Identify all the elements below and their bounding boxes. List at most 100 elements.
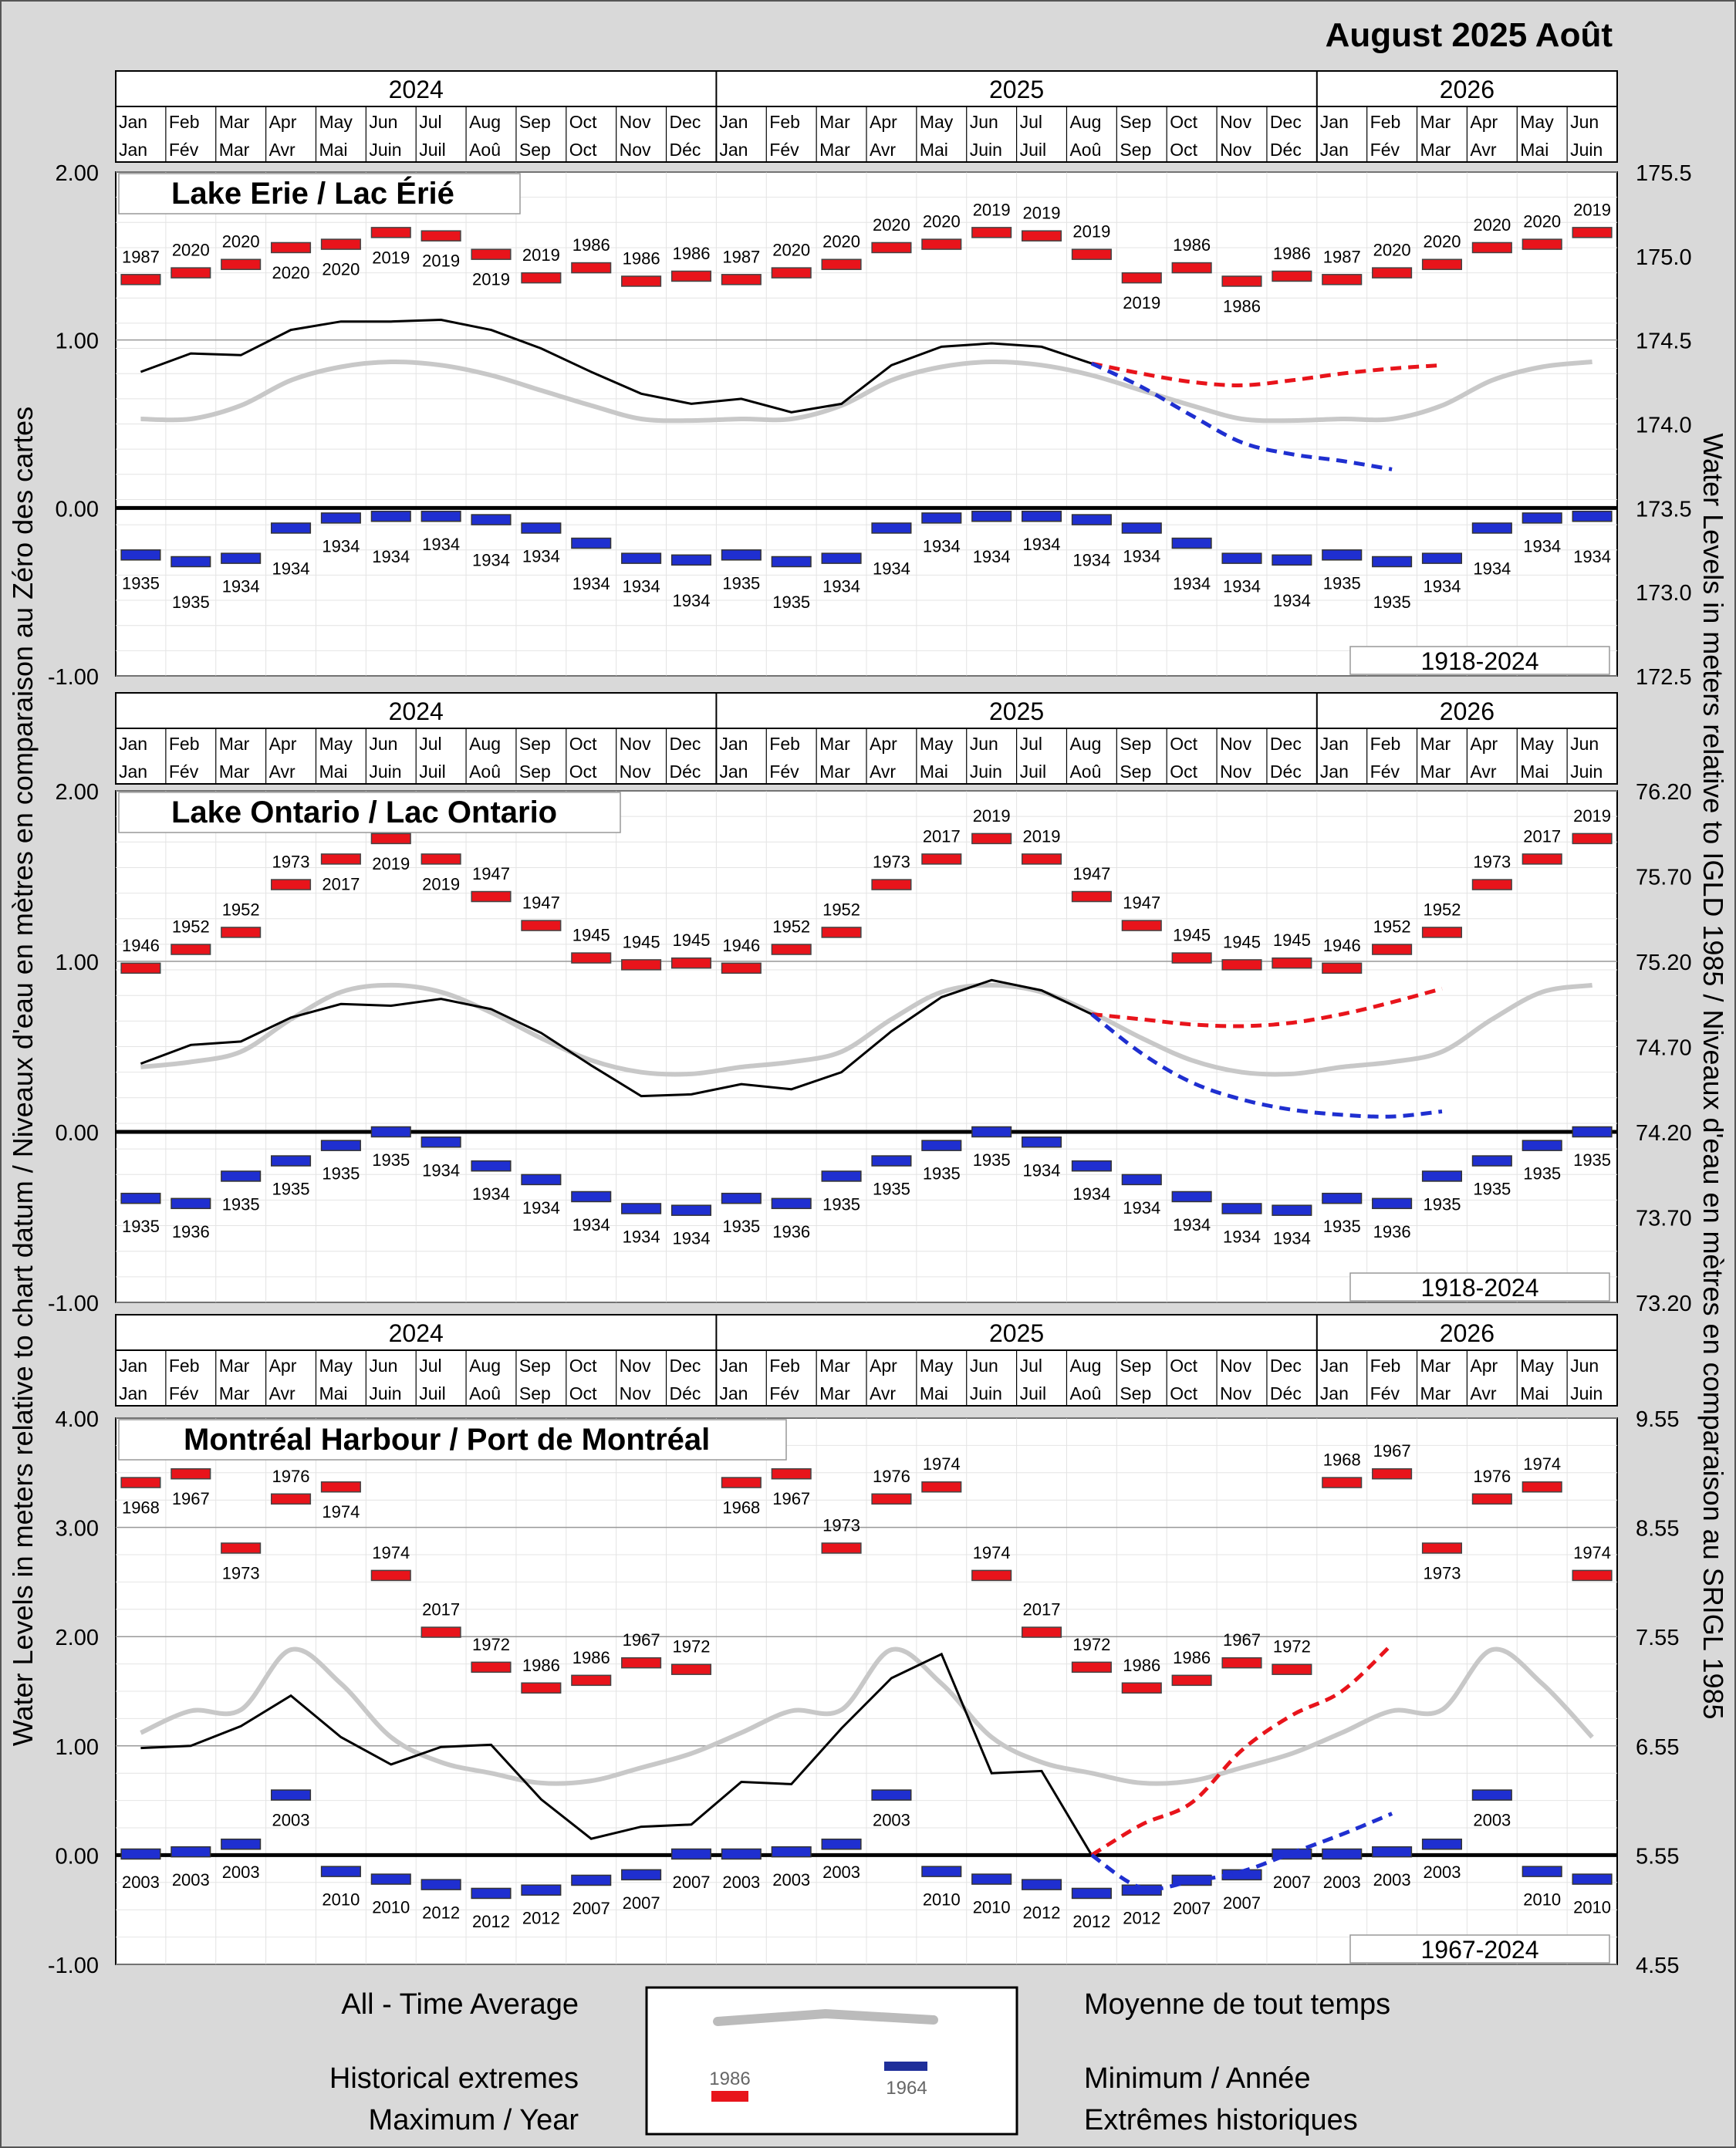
max-marker bbox=[221, 927, 262, 938]
forecast-high-line bbox=[1091, 361, 1443, 387]
legend-sample-max-year: 1986 bbox=[709, 2069, 750, 2089]
month-label-en: Mar bbox=[819, 1356, 850, 1376]
min-marker bbox=[521, 522, 562, 534]
max-marker bbox=[471, 248, 512, 260]
min-marker bbox=[721, 549, 762, 561]
max-year-label: 1945 bbox=[623, 932, 660, 951]
legend-sample-min-year: 1964 bbox=[886, 2078, 927, 2099]
min-marker bbox=[571, 1874, 612, 1886]
max-marker bbox=[1471, 879, 1512, 890]
month-label-en: Oct bbox=[1170, 734, 1197, 754]
month-label-fr: Fév bbox=[169, 1383, 199, 1403]
max-marker bbox=[1121, 272, 1162, 284]
min-marker bbox=[1372, 556, 1413, 568]
month-label-en: Dec bbox=[1270, 734, 1302, 754]
min-year-label: 2003 bbox=[272, 1811, 310, 1830]
min-marker bbox=[521, 1884, 562, 1896]
month-label-fr: Juin bbox=[970, 140, 1002, 160]
year-label: 2026 bbox=[1440, 697, 1495, 725]
panel-title: Lake Ontario / Lac Ontario bbox=[171, 795, 557, 829]
max-marker bbox=[370, 1569, 411, 1582]
month-label-en: Mar bbox=[219, 112, 250, 132]
max-year-label: 1987 bbox=[722, 247, 760, 266]
max-marker bbox=[1221, 275, 1262, 287]
max-marker bbox=[621, 959, 662, 971]
max-marker bbox=[420, 853, 461, 865]
month-label-en: Jul bbox=[419, 1356, 441, 1376]
month-label-fr: Mar bbox=[1420, 1383, 1451, 1403]
month-label-en: Aug bbox=[1069, 734, 1101, 754]
min-marker bbox=[1071, 514, 1112, 525]
min-marker bbox=[1322, 1192, 1363, 1204]
month-label-fr: Aoû bbox=[469, 140, 501, 160]
min-year-label: 1934 bbox=[1023, 1160, 1061, 1180]
month-label-en: Aug bbox=[1069, 1356, 1101, 1376]
min-year-label: 1935 bbox=[1323, 1217, 1361, 1236]
month-label-en: Jun bbox=[970, 1356, 998, 1376]
month-label-fr: Sep bbox=[1120, 140, 1151, 160]
min-year-label: 1935 bbox=[1523, 1164, 1561, 1184]
max-year-label: 2020 bbox=[1473, 215, 1511, 235]
max-marker bbox=[320, 238, 361, 250]
min-year-label: 1934 bbox=[272, 559, 310, 578]
max-year-label: 1974 bbox=[923, 1454, 961, 1474]
y-tick-right: 173.0 bbox=[1636, 581, 1692, 606]
min-year-label: 1934 bbox=[422, 1160, 460, 1180]
max-year-label: 1986 bbox=[1173, 1648, 1211, 1667]
max-marker bbox=[971, 227, 1012, 238]
max-year-label: 2017 bbox=[422, 1600, 460, 1619]
y-tick-right: 174.0 bbox=[1636, 414, 1692, 438]
month-label-fr: Oct bbox=[1170, 1383, 1197, 1403]
month-label-en: Apr bbox=[870, 1356, 897, 1376]
max-marker bbox=[1471, 241, 1512, 254]
month-label-en: Jul bbox=[419, 112, 441, 132]
y-tick-right: 73.20 bbox=[1636, 1292, 1692, 1316]
max-year-label: 2017 bbox=[1523, 826, 1561, 846]
month-label-en: Aug bbox=[469, 734, 501, 754]
min-marker bbox=[221, 1838, 262, 1850]
month-label-fr: Juin bbox=[1570, 762, 1603, 782]
month-label-fr: Jan bbox=[1320, 762, 1349, 782]
max-year-label: 2020 bbox=[822, 232, 860, 252]
legend-average-en: All - Time Average bbox=[341, 1988, 579, 2021]
month-label-en: Jul bbox=[1020, 734, 1042, 754]
max-year-label: 1972 bbox=[1273, 1637, 1311, 1657]
max-year-label: 1946 bbox=[1323, 936, 1361, 955]
max-year-label: 1974 bbox=[973, 1543, 1011, 1562]
y-tick-right: 6.55 bbox=[1636, 1735, 1679, 1760]
max-marker bbox=[1322, 274, 1363, 285]
min-year-label: 1935 bbox=[923, 1164, 961, 1184]
min-year-label: 1935 bbox=[722, 1217, 760, 1236]
month-label-fr: Fév bbox=[1370, 1383, 1400, 1403]
month-label-en: May bbox=[1520, 1356, 1554, 1376]
y-tick-left: 1.00 bbox=[56, 1735, 99, 1760]
min-marker bbox=[1572, 1873, 1613, 1885]
min-year-label: 2003 bbox=[873, 1811, 910, 1830]
min-marker bbox=[621, 552, 662, 564]
month-label-en: Jun bbox=[369, 734, 397, 754]
max-year-label: 1976 bbox=[272, 1467, 310, 1486]
max-year-label: 1987 bbox=[122, 247, 160, 266]
max-marker bbox=[1421, 927, 1463, 938]
y-tick-right: 4.55 bbox=[1636, 1954, 1679, 1978]
month-label-en: Jul bbox=[419, 734, 441, 754]
min-marker bbox=[1071, 1160, 1112, 1172]
max-marker bbox=[721, 962, 762, 974]
month-label-en: Jan bbox=[1320, 1356, 1349, 1376]
y-tick-right: 76.20 bbox=[1636, 780, 1692, 805]
max-year-label: 1973 bbox=[873, 853, 910, 872]
y-tick-right: 175.5 bbox=[1636, 161, 1692, 186]
month-label-en: Feb bbox=[169, 1356, 200, 1376]
min-marker bbox=[420, 510, 461, 522]
min-year-label: 1935 bbox=[222, 1194, 260, 1214]
min-marker bbox=[1421, 1838, 1463, 1850]
month-label-en: Jul bbox=[1020, 1356, 1042, 1376]
max-marker bbox=[1522, 853, 1562, 865]
max-marker bbox=[1171, 952, 1212, 964]
max-marker bbox=[571, 952, 612, 964]
min-marker bbox=[370, 1126, 411, 1138]
max-year-label: 2020 bbox=[923, 212, 961, 231]
max-year-label: 1986 bbox=[522, 1656, 560, 1675]
month-label-fr: Juin bbox=[970, 762, 1002, 782]
month-label-en: Oct bbox=[1170, 112, 1197, 132]
